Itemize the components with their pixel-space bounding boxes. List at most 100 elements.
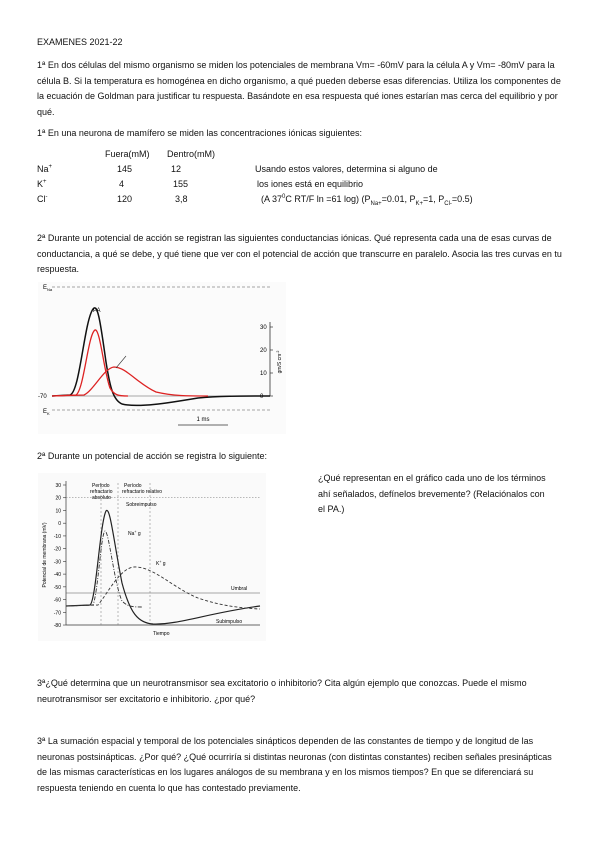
tick-label: -40: [54, 572, 61, 578]
under-label: Subimpulso: [216, 619, 242, 625]
label-part: E: [43, 409, 47, 415]
gna-curve: [51, 329, 129, 397]
formula: (A 370C RT/F ln =61 log) (PNa+=0.01, PK+…: [261, 194, 473, 207]
question: 1ª En dos células del mismo organismo se…: [37, 60, 561, 117]
scale-label: 1 ms: [196, 417, 209, 423]
column-header: Dentro(mM): [167, 149, 216, 159]
formula-sup: 0: [282, 194, 286, 200]
k-label: K+ g: [156, 560, 166, 567]
figure-bg: [38, 473, 266, 641]
formula-part: (A 37: [261, 194, 283, 204]
label-line: refractario: [90, 489, 113, 495]
tick-label: -80: [54, 623, 61, 629]
note-line: los iones está en equilibrio: [257, 179, 364, 189]
tick-label: 10: [55, 508, 61, 514]
label-part: g: [136, 531, 140, 537]
tick-label: 0: [260, 394, 264, 400]
tick-label: 30: [55, 483, 61, 489]
ion-charge: -: [45, 194, 48, 200]
pointer: [115, 355, 127, 369]
gk-curve: [65, 566, 261, 610]
label-sup: -2: [276, 351, 280, 354]
question: 2ª Durante un potencial de acción se reg…: [37, 451, 267, 461]
figure-bg: [38, 282, 286, 434]
tick-label: -70: [54, 610, 61, 616]
formula-sub: Cl-: [444, 200, 452, 207]
label-line: Período: [124, 483, 142, 489]
tick-label: 10: [260, 371, 267, 377]
ena-label: ENa: [43, 285, 53, 292]
action-potential: [51, 307, 271, 407]
question: 3ª¿Qué determina que un neurotransmisor …: [37, 678, 527, 704]
ion-table: Fuera(mM) Dentro(mM) Na+ 145 12 K+ 4 155…: [37, 149, 577, 209]
rest-label: -70: [38, 394, 47, 400]
note-line: Usando estos valores, determina si algun…: [255, 164, 438, 174]
ion: Na+: [37, 164, 52, 174]
ion-name: K: [37, 179, 44, 189]
tick-label: -30: [54, 559, 61, 565]
formula-sub: Na+: [370, 200, 382, 207]
tick-label: 0: [58, 521, 61, 527]
formula-part: =0.01, P: [381, 194, 416, 204]
formula-part: C RT/F ln =61 log) (P: [285, 194, 371, 204]
formula-part: =1, P: [422, 194, 445, 204]
label-part: gm/S cm: [277, 354, 283, 374]
label-sup: +: [134, 530, 136, 534]
gk-curve: [51, 366, 209, 397]
tick-label: -60: [54, 598, 61, 604]
label-sub: Na: [47, 287, 53, 292]
ion-name: Na: [37, 164, 49, 174]
label-part: E: [43, 285, 47, 291]
membrane-potential: [65, 509, 261, 625]
formula-part: =0.5): [451, 194, 473, 204]
right-ticks: 30 20 10 0: [260, 325, 273, 400]
gna-curve: [65, 530, 144, 608]
rrp-label: Período refractario relativo: [122, 483, 162, 495]
column-header: Fuera(mM): [105, 149, 150, 159]
ion-charge: +: [48, 164, 53, 170]
cell: 155: [173, 179, 189, 189]
ek-label: EK: [43, 409, 50, 416]
label-sup: +: [159, 560, 161, 564]
cell: 4: [119, 179, 125, 189]
tick-label: 20: [55, 496, 61, 502]
na-label: Na+ g: [128, 530, 141, 537]
tick-label: -10: [54, 534, 61, 540]
ion: K+: [37, 179, 47, 189]
over-label: Sobreimpulso: [126, 502, 157, 508]
question: 1ª En una neurona de mamífero se miden l…: [37, 128, 363, 138]
label-sub: K: [47, 411, 50, 416]
label-part: g: [161, 561, 165, 567]
tick-label: -50: [54, 585, 61, 591]
threshold-label: Umbral: [231, 586, 247, 592]
question: 2ª Durante un potencial de acción se reg…: [37, 233, 562, 274]
cell: 3,8: [175, 194, 188, 204]
pa-label: PA: [93, 308, 101, 314]
tick-label: 30: [260, 325, 267, 331]
label-part: Na: [128, 531, 135, 537]
label-line: Período: [92, 483, 110, 489]
label-line: absoluto: [92, 495, 111, 501]
formula-sub: K+: [415, 200, 423, 207]
y-ticks: 30 20 10 0 -10 -20 -30 -40 -50 -60 -70 -80: [54, 483, 66, 629]
y-axis-label: gm/S cm-2: [276, 351, 283, 374]
question: 3ª La sumación espacial y temporal de lo…: [37, 736, 552, 793]
tick-label: -20: [54, 547, 61, 553]
prompt: ¿Qué representan en el gráfico cada uno …: [318, 473, 546, 514]
title: EXAMENES 2021-22: [37, 37, 123, 47]
ion-name: Cl: [37, 194, 46, 204]
y-axis-label: Potencial de membrana (mV): [42, 522, 48, 587]
cell: 120: [117, 194, 133, 204]
ion: Cl-: [37, 194, 48, 204]
label-line: refractario relativo: [122, 489, 162, 495]
x-axis-label: Tiempo: [153, 631, 170, 637]
arp-label: Período refractario absoluto: [90, 483, 113, 501]
cell: 12: [171, 164, 182, 174]
cell: 145: [117, 164, 133, 174]
tick-label: 20: [260, 348, 267, 354]
ion-charge: +: [43, 179, 47, 185]
